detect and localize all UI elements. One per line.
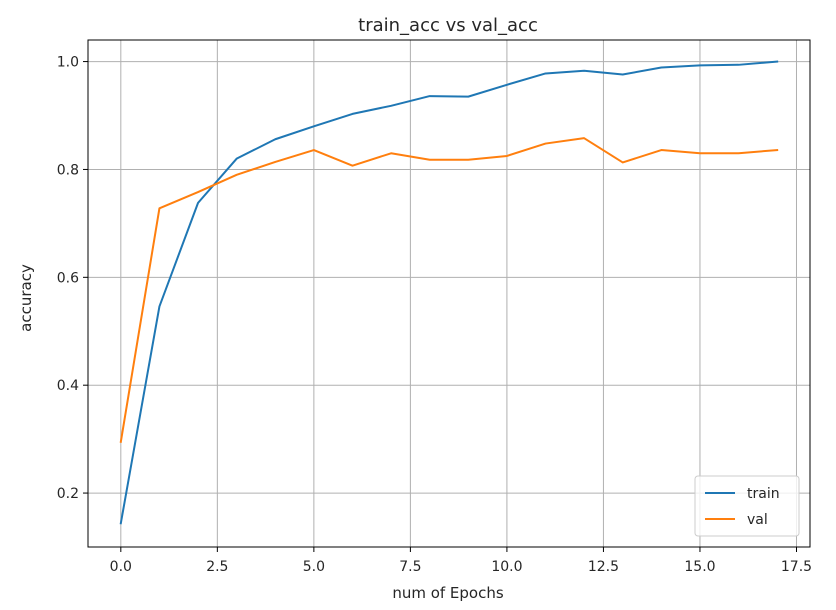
legend-label-train: train xyxy=(747,486,780,502)
chart-title: train_acc vs val_acc xyxy=(358,15,538,36)
train-series-line xyxy=(119,60,779,525)
tick-layer: 0.0 2.5 5.0 7.5 10.0 12.5 15.0 17.5 0.2 0.4 0.6 0.8… xyxy=(57,55,812,575)
x-tick-label: 12.5 xyxy=(588,559,619,575)
x-axis-label: num of Epochs xyxy=(392,584,504,602)
legend-label-val: val xyxy=(747,512,768,528)
y-tick-label: 1.0 xyxy=(57,55,79,71)
x-tick-label: 15.0 xyxy=(684,559,715,575)
y-tick-label: 0.8 xyxy=(57,162,79,178)
legend-box xyxy=(694,475,800,537)
x-tick-label: 0.0 xyxy=(110,559,132,575)
grid-layer xyxy=(88,40,810,547)
y-tick-label: 0.4 xyxy=(57,378,79,394)
x-tick-label: 17.5 xyxy=(781,559,812,575)
plot-frame xyxy=(87,39,811,548)
x-tick-label: 5.0 xyxy=(303,559,325,575)
y-axis-label: accuracy xyxy=(17,264,35,332)
series-layer xyxy=(119,60,779,525)
y-tick-label: 0.6 xyxy=(57,270,79,286)
x-tick-label: 2.5 xyxy=(206,559,228,575)
y-tick-label: 0.2 xyxy=(57,486,79,502)
val-series-line xyxy=(119,137,779,443)
x-tick-label: 10.0 xyxy=(491,559,522,575)
x-tick-label: 7.5 xyxy=(399,559,421,575)
legend: train val xyxy=(694,475,800,537)
